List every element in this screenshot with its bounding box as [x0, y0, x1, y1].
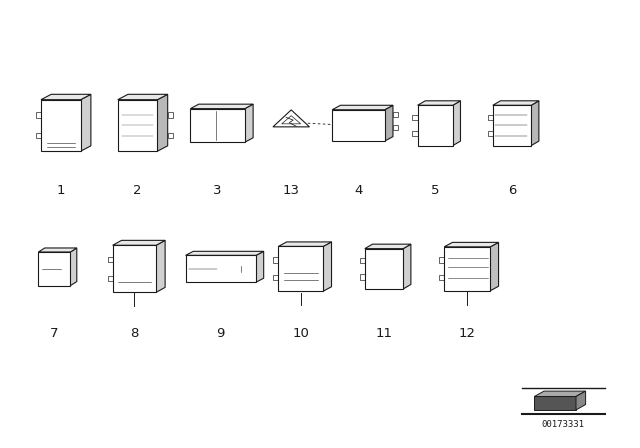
Bar: [113, 246, 156, 293]
Bar: [337, 116, 352, 137]
Text: 3: 3: [213, 184, 222, 197]
Polygon shape: [453, 101, 461, 146]
Bar: [168, 112, 173, 118]
Bar: [36, 133, 41, 138]
Bar: [369, 253, 399, 269]
Bar: [168, 133, 173, 138]
Bar: [118, 100, 157, 151]
Bar: [439, 275, 444, 280]
Text: 5: 5: [431, 184, 440, 197]
Bar: [393, 112, 398, 117]
Polygon shape: [444, 242, 499, 247]
Polygon shape: [41, 95, 91, 100]
Bar: [413, 115, 418, 120]
Bar: [118, 249, 151, 265]
Text: 10: 10: [292, 327, 309, 340]
Polygon shape: [256, 251, 264, 282]
Text: 6: 6: [508, 184, 516, 197]
Bar: [360, 274, 365, 280]
Polygon shape: [70, 248, 77, 286]
Polygon shape: [245, 104, 253, 142]
Bar: [360, 258, 365, 263]
Polygon shape: [493, 101, 539, 105]
Bar: [332, 110, 385, 141]
Polygon shape: [365, 244, 411, 249]
Bar: [273, 257, 278, 263]
Bar: [41, 100, 81, 151]
Polygon shape: [490, 242, 499, 291]
Polygon shape: [385, 105, 393, 141]
Polygon shape: [273, 110, 310, 127]
Bar: [188, 258, 220, 280]
Bar: [393, 125, 398, 130]
Bar: [191, 109, 245, 142]
Polygon shape: [531, 101, 539, 146]
Polygon shape: [38, 248, 77, 252]
Polygon shape: [81, 95, 91, 151]
Bar: [108, 257, 113, 262]
Bar: [63, 254, 70, 284]
Bar: [534, 396, 576, 410]
Bar: [488, 131, 493, 136]
Polygon shape: [418, 101, 461, 105]
Polygon shape: [118, 95, 168, 100]
Polygon shape: [534, 391, 586, 396]
Text: 13: 13: [283, 184, 300, 197]
Text: 4: 4: [354, 184, 363, 197]
Text: 9: 9: [216, 327, 225, 340]
Bar: [284, 251, 318, 267]
Bar: [193, 111, 212, 140]
Text: 12: 12: [459, 327, 476, 340]
Bar: [446, 108, 452, 143]
Polygon shape: [323, 242, 332, 291]
Polygon shape: [278, 242, 332, 246]
Bar: [108, 276, 113, 281]
Bar: [45, 104, 67, 122]
Bar: [365, 249, 403, 289]
Text: 8: 8: [130, 327, 139, 340]
Bar: [488, 115, 493, 120]
Bar: [36, 112, 41, 118]
Bar: [439, 257, 444, 263]
Bar: [418, 105, 453, 146]
Text: 7: 7: [50, 327, 59, 340]
Bar: [356, 116, 372, 137]
Polygon shape: [113, 240, 165, 246]
Polygon shape: [332, 105, 393, 110]
Polygon shape: [403, 244, 411, 289]
Bar: [195, 128, 210, 134]
Bar: [195, 118, 210, 124]
Bar: [413, 131, 418, 136]
Text: 1: 1: [56, 184, 65, 197]
Polygon shape: [186, 251, 264, 255]
Polygon shape: [282, 116, 301, 124]
Polygon shape: [191, 104, 253, 109]
Text: 2: 2: [133, 184, 142, 197]
Polygon shape: [157, 95, 168, 151]
Text: 11: 11: [376, 327, 392, 340]
Bar: [273, 275, 278, 280]
Bar: [186, 255, 256, 282]
Bar: [278, 246, 323, 291]
Bar: [38, 252, 70, 286]
Polygon shape: [156, 240, 165, 293]
Bar: [493, 105, 531, 146]
Bar: [444, 247, 490, 291]
Polygon shape: [576, 391, 586, 410]
Text: 00173331: 00173331: [541, 420, 585, 429]
